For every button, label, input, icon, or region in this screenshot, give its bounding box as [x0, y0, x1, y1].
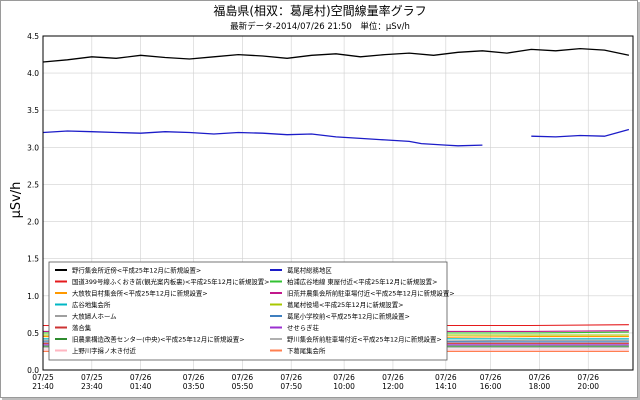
x-tick-time: 14:10 — [435, 382, 457, 391]
y-tick-label: 4.0 — [27, 69, 39, 78]
x-tick-time: 18:00 — [529, 382, 551, 391]
legend-label: 葛尾村総務地区 — [287, 265, 332, 274]
legend-label: 下葛尾集会所 — [287, 346, 326, 355]
x-tick-date: 07/26 — [382, 373, 404, 382]
legend-label: 旧荒井農集会所前駐車場付近<平成25年12月に新規設置> — [287, 288, 455, 297]
series-line — [42, 130, 483, 147]
y-tick-label: 2.5 — [27, 180, 39, 189]
y-tick-label: 0.0 — [27, 366, 39, 375]
x-tick-date: 07/26 — [529, 373, 551, 382]
legend-label: 国道399号線ふくおき前(観光案内板裏)<平成25年12月に新規設置> — [72, 277, 270, 286]
legend-label: 落合集 — [72, 323, 92, 332]
x-tick-date: 07/26 — [577, 373, 599, 382]
x-tick-time: 05:50 — [232, 382, 254, 391]
legend-label: 葛尾小学校前<平成25年12月に新規設置> — [287, 311, 410, 320]
legend: 野行集会所近傍<平成25年12月に新規設置> 葛尾村総務地区国道399号線ふくおき… — [48, 261, 455, 361]
x-tick-date: 07/26 — [280, 373, 302, 382]
legend-label: 野川集会所前駐車場付近<平成25年12月に新規設置> — [287, 334, 442, 343]
legend-label: 上野川字揖ノ木き付近 — [72, 346, 137, 355]
legend-label: せせらぎ荘 — [287, 323, 320, 332]
chart-subtitle: 最新データ‐2014/07/26 21:50 単位：μSv/h — [230, 21, 410, 32]
legend-label: 野行集会所近傍<平成25年12月に新規設置> — [72, 265, 201, 274]
legend-box — [48, 261, 448, 361]
y-tick-label: 1.0 — [27, 292, 39, 301]
x-tick-time: 21:40 — [32, 382, 54, 391]
y-tick-label: 1.5 — [27, 255, 39, 264]
y-tick-label: 2.0 — [27, 218, 39, 227]
legend-label: 広谷地集会所 — [72, 300, 111, 309]
x-tick-date: 07/26 — [480, 373, 502, 382]
plot-area-border — [42, 35, 634, 371]
x-axis-ticks: 07/2521:4007/2523:4007/2601:4007/2603:50… — [32, 373, 599, 391]
x-tick-date: 07/26 — [333, 373, 355, 382]
legend-label: 大放婦人ホーム — [72, 311, 117, 320]
y-axis-ticks: 0.0 0.5 1.0 1.5 2.0 2.5 3.0 3.5 4.0 4.5 — [27, 32, 39, 375]
legend-label: 大放牧目村集会所<平成25年12月に新規設置> — [72, 288, 208, 297]
x-tick-date: 07/26 — [435, 373, 457, 382]
x-tick-time: 23:40 — [81, 382, 103, 391]
x-tick-time: 16:00 — [480, 382, 502, 391]
y-tick-label: 3.0 — [27, 143, 39, 152]
legend-label: 葛尾村役場<平成25年12月に新規設置> — [287, 300, 403, 309]
series-line — [531, 128, 630, 138]
x-tick-time: 12:00 — [382, 382, 404, 391]
x-tick-time: 01:40 — [130, 382, 152, 391]
x-tick-time: 07:50 — [280, 382, 302, 391]
y-tick-label: 4.5 — [27, 32, 39, 41]
y-axis-label: μSv/h — [9, 182, 24, 219]
x-tick-time: 03:50 — [183, 382, 205, 391]
legend-label: 柏浦広谷地線 東屋付近<平成25年12月に新規設置> — [287, 277, 437, 286]
chart-title: 福島県(相双：葛尾村)空間線量率グラフ — [213, 3, 426, 18]
x-tick-date: 07/25 — [32, 373, 54, 382]
y-tick-label: 0.5 — [27, 329, 39, 338]
x-tick-time: 10:00 — [333, 382, 355, 391]
x-tick-date: 07/25 — [81, 373, 103, 382]
x-tick-date: 07/26 — [232, 373, 254, 382]
legend-label: 旧農業構造改善センター(中央)<平成25年12月に新規設置> — [72, 334, 245, 343]
x-tick-date: 07/26 — [183, 373, 205, 382]
y-tick-label: 3.5 — [27, 106, 39, 115]
x-tick-time: 20:00 — [577, 382, 599, 391]
series-line — [42, 47, 630, 63]
x-tick-date: 07/26 — [130, 373, 152, 382]
